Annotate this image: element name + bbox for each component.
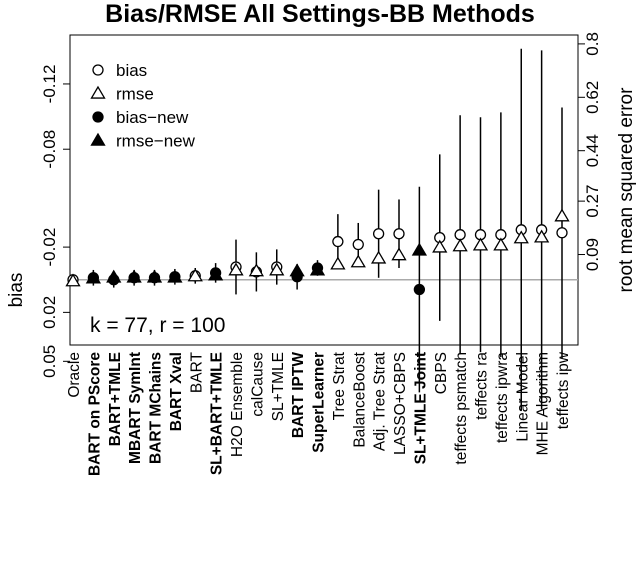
data-point bbox=[330, 256, 346, 270]
data-point bbox=[556, 227, 568, 239]
data-point bbox=[513, 230, 529, 244]
x-tick-label: MBART SymInt bbox=[127, 352, 144, 464]
data-point bbox=[106, 269, 122, 283]
data-point bbox=[391, 247, 407, 261]
data-point bbox=[472, 237, 489, 251]
y-tick-label: 0.02 bbox=[40, 296, 59, 329]
data-point bbox=[533, 229, 550, 243]
x-tick-label: BART IPTW bbox=[290, 352, 307, 438]
x-tick-label: BART Xval bbox=[168, 352, 185, 431]
y2-tick-label: 0.62 bbox=[583, 81, 602, 114]
x-tick-label: SL+BART+TMLE bbox=[209, 352, 226, 475]
y2-tick-label: 0.27 bbox=[583, 185, 602, 218]
data-point bbox=[454, 229, 466, 241]
legend-label: bias−new bbox=[116, 108, 189, 127]
x-tick-label: Linear Model bbox=[514, 352, 531, 442]
x-tick-label: teffects psmatch bbox=[453, 352, 470, 465]
data-point bbox=[352, 238, 364, 251]
x-tick-label: Oracle bbox=[66, 352, 83, 398]
legend-label: rmse bbox=[116, 85, 154, 104]
x-tick-label: BART on PScore bbox=[86, 352, 103, 476]
x-tick-label: H2O Ensemble bbox=[229, 352, 246, 457]
y2-axis-label: root mean squared error bbox=[616, 87, 637, 293]
y2-tick-label: 0.09 bbox=[583, 238, 602, 271]
x-tick-label: SL+TMLE Joint bbox=[412, 352, 429, 464]
plot-frame bbox=[69, 34, 579, 346]
legend-label: rmse−new bbox=[116, 132, 196, 151]
data-point bbox=[228, 262, 244, 276]
x-tick-label: BalanceBoost bbox=[351, 351, 368, 447]
legend-symbol bbox=[92, 64, 104, 76]
data-point bbox=[85, 270, 102, 284]
data-point bbox=[411, 242, 428, 256]
data-point bbox=[309, 262, 326, 276]
legend-label: bias bbox=[116, 61, 147, 80]
data-point bbox=[350, 254, 366, 268]
y-tick-label: -0.12 bbox=[40, 65, 59, 104]
legend-symbol bbox=[92, 111, 104, 123]
data-point bbox=[248, 263, 265, 277]
x-tick-label: BART MChains bbox=[148, 352, 165, 464]
x-tick-label: SL+TMLE bbox=[270, 352, 287, 421]
x-tick-label: MHE Algorithm bbox=[535, 352, 552, 455]
y-tick-label: 0.05 bbox=[40, 345, 59, 378]
y-axis-label: bias bbox=[6, 273, 27, 308]
data-point bbox=[370, 250, 387, 264]
data-point bbox=[269, 262, 285, 276]
data-point bbox=[289, 263, 305, 277]
legend-symbol bbox=[90, 132, 106, 146]
data-point bbox=[207, 267, 224, 281]
x-tick-label: teffects ra bbox=[474, 352, 491, 420]
x-tick-label: SuperLearner bbox=[311, 352, 328, 453]
legend-symbol bbox=[90, 85, 106, 99]
x-tick-label: LASSO+CBPS bbox=[392, 352, 409, 455]
y2-tick-label: 0.44 bbox=[583, 134, 602, 167]
x-tick-label: Adj. Tree Strat bbox=[372, 351, 389, 451]
x-tick-label: teffects ipwra bbox=[494, 352, 511, 443]
x-tick-label: BART+TMLE bbox=[107, 352, 124, 446]
chart-title: Bias/RMSE All Settings-BB Methods bbox=[105, 0, 535, 28]
x-tick-label: CBPS bbox=[433, 352, 450, 394]
y-tick-label: -0.02 bbox=[40, 228, 59, 267]
data-point bbox=[452, 238, 468, 252]
x-tick-label: teffects ipw bbox=[555, 351, 572, 429]
data-point bbox=[167, 269, 183, 283]
annotation: k = 77, r = 100 bbox=[90, 314, 225, 337]
data-point bbox=[372, 228, 385, 240]
data-point bbox=[393, 228, 405, 240]
x-tick-label: calCause bbox=[249, 352, 266, 417]
data-point bbox=[187, 268, 203, 282]
data-point bbox=[65, 273, 81, 287]
y2-tick-label: 0.8 bbox=[583, 32, 602, 56]
data-point bbox=[413, 283, 426, 296]
data-point bbox=[126, 269, 142, 283]
data-point bbox=[332, 235, 344, 248]
data-point bbox=[146, 269, 163, 283]
data-point bbox=[432, 239, 448, 253]
y-tick-label: -0.08 bbox=[40, 130, 59, 169]
data-point bbox=[493, 237, 509, 251]
x-tick-label: Tree Strat bbox=[331, 351, 348, 420]
x-tick-label: BART bbox=[188, 351, 205, 393]
data-point bbox=[554, 208, 570, 222]
